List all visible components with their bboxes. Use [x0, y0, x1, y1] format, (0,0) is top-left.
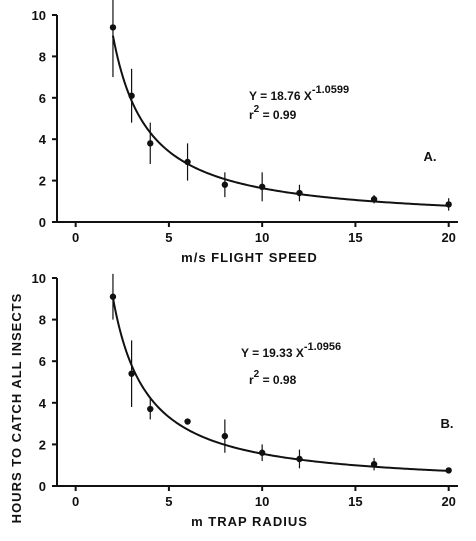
x-axis-title: m/s FLIGHT SPEED — [181, 250, 318, 265]
data-point — [184, 418, 191, 425]
chart-panel-2: 0 2 4 6 8 10 0 5 10 15 20 m TRAP RADIUS Y = 19.33 X-… — [32, 271, 458, 529]
data-point — [258, 183, 266, 191]
shared-y-axis-label: HOURS TO CATCH ALL INSECTS — [9, 293, 24, 524]
data-point — [221, 432, 229, 440]
r-squared: r2 = 0.99 — [249, 104, 297, 122]
data-point — [128, 370, 135, 377]
y-tick-label: 8 — [39, 49, 46, 64]
fit-equation: Y = 19.33 X-1.0956 — [241, 341, 341, 360]
y-tick-label: 2 — [39, 174, 46, 189]
data-point — [147, 405, 154, 413]
x-tick-label: 5 — [165, 230, 172, 245]
y-tick-label: 0 — [39, 215, 46, 230]
r-squared-power: 2 — [254, 369, 260, 380]
data-point — [370, 196, 378, 203]
data-point — [128, 92, 135, 99]
x-tick-label: 10 — [255, 494, 269, 509]
data-point — [445, 467, 452, 474]
y-tick-label: 4 — [39, 132, 47, 147]
panel-label: A. — [424, 149, 437, 164]
panel-label: B. — [441, 416, 454, 431]
r-squared: r2 = 0.98 — [249, 369, 297, 387]
x-tick-label: 15 — [348, 230, 362, 245]
x-tick-label: 5 — [165, 494, 172, 509]
x-tick-label: 0 — [72, 230, 79, 245]
x-tick-label: 0 — [72, 494, 79, 509]
fit-equation-exponent: -1.0599 — [312, 84, 349, 96]
data-point — [296, 189, 303, 197]
y-tick-label: 10 — [32, 271, 46, 286]
data-point — [109, 293, 117, 300]
data-point — [109, 24, 117, 31]
fit-curve — [111, 297, 449, 472]
fit-equation: Y = 18.76 X-1.0599 — [249, 84, 349, 103]
data-point — [370, 460, 378, 468]
y-tick-label: 4 — [39, 396, 47, 411]
data-point — [258, 449, 266, 456]
fit-equation-base: Y = 18.76 X — [249, 89, 312, 103]
x-tick-label: 10 — [255, 230, 269, 245]
x-axis-title: m TRAP RADIUS — [191, 514, 308, 529]
y-tick-label: 2 — [39, 437, 46, 452]
r-squared-symbol: r — [249, 108, 254, 122]
data-point — [184, 158, 191, 166]
x-tick-label: 20 — [441, 230, 455, 245]
y-tick-label: 6 — [39, 91, 46, 106]
r-squared-value: = 0.98 — [259, 373, 296, 387]
y-tick-label: 8 — [39, 313, 46, 328]
y-tick-label: 6 — [39, 354, 46, 369]
x-tick-label: 20 — [441, 494, 455, 509]
fit-equation-base: Y = 19.33 X — [241, 346, 304, 360]
r-squared-symbol: r — [249, 373, 254, 387]
data-point — [147, 140, 154, 147]
fit-curve — [111, 35, 449, 207]
y-tick-label: 10 — [32, 8, 46, 23]
data-point — [221, 181, 229, 188]
x-tick-label: 15 — [348, 494, 362, 509]
fit-equation-exponent: -1.0956 — [304, 341, 341, 353]
y-tick-label: 0 — [39, 479, 46, 494]
r-squared-power: 2 — [254, 104, 260, 115]
chart-panel-1: 0 2 4 6 8 10 0 5 10 15 20 m/s FLIGHT SPEED Y = 18.76… — [32, 0, 458, 265]
r-squared-value: = 0.99 — [259, 108, 296, 122]
data-point — [296, 455, 303, 463]
data-point — [445, 201, 452, 208]
